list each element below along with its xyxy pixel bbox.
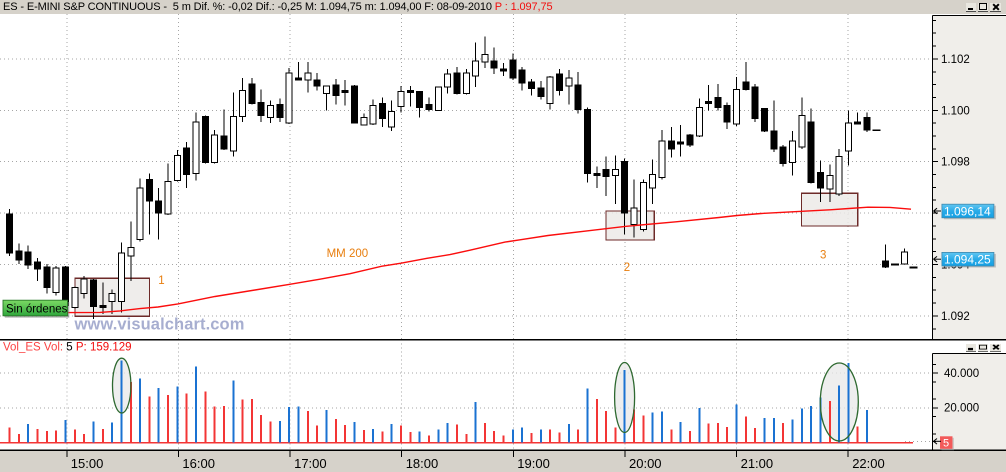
svg-text:2: 2 — [624, 262, 630, 274]
svg-text:www.visualchart.com: www.visualchart.com — [74, 316, 245, 334]
svg-text:17:00: 17:00 — [294, 456, 327, 471]
svg-text:3: 3 — [820, 250, 826, 262]
svg-text:1.094,25: 1.094,25 — [944, 253, 991, 267]
svg-text:Vol_ES Vol: 5 P: 159.129: Vol_ES Vol: 5 P: 159.129 — [3, 342, 132, 354]
svg-text:20:00: 20:00 — [629, 456, 662, 471]
svg-text:1.100: 1.100 — [941, 105, 970, 117]
svg-text:15:00: 15:00 — [71, 456, 104, 471]
svg-text:16:00: 16:00 — [182, 456, 215, 471]
svg-text:22:00: 22:00 — [852, 456, 885, 471]
svg-text:18:00: 18:00 — [406, 456, 439, 471]
svg-text:1.096,14: 1.096,14 — [944, 204, 991, 218]
svg-text:5: 5 — [943, 438, 949, 450]
svg-text:40.000: 40.000 — [944, 368, 979, 380]
svg-text:1.092: 1.092 — [941, 311, 970, 323]
svg-text:Sin órdenes: Sin órdenes — [6, 304, 68, 316]
svg-text:1.102: 1.102 — [941, 54, 970, 66]
svg-text:MM 200: MM 200 — [327, 248, 369, 260]
svg-text:21:00: 21:00 — [741, 456, 774, 471]
svg-text:20.000: 20.000 — [944, 403, 979, 415]
svg-text:1.098: 1.098 — [941, 157, 970, 169]
svg-text:19:00: 19:00 — [517, 456, 550, 471]
svg-text:1: 1 — [158, 275, 164, 287]
